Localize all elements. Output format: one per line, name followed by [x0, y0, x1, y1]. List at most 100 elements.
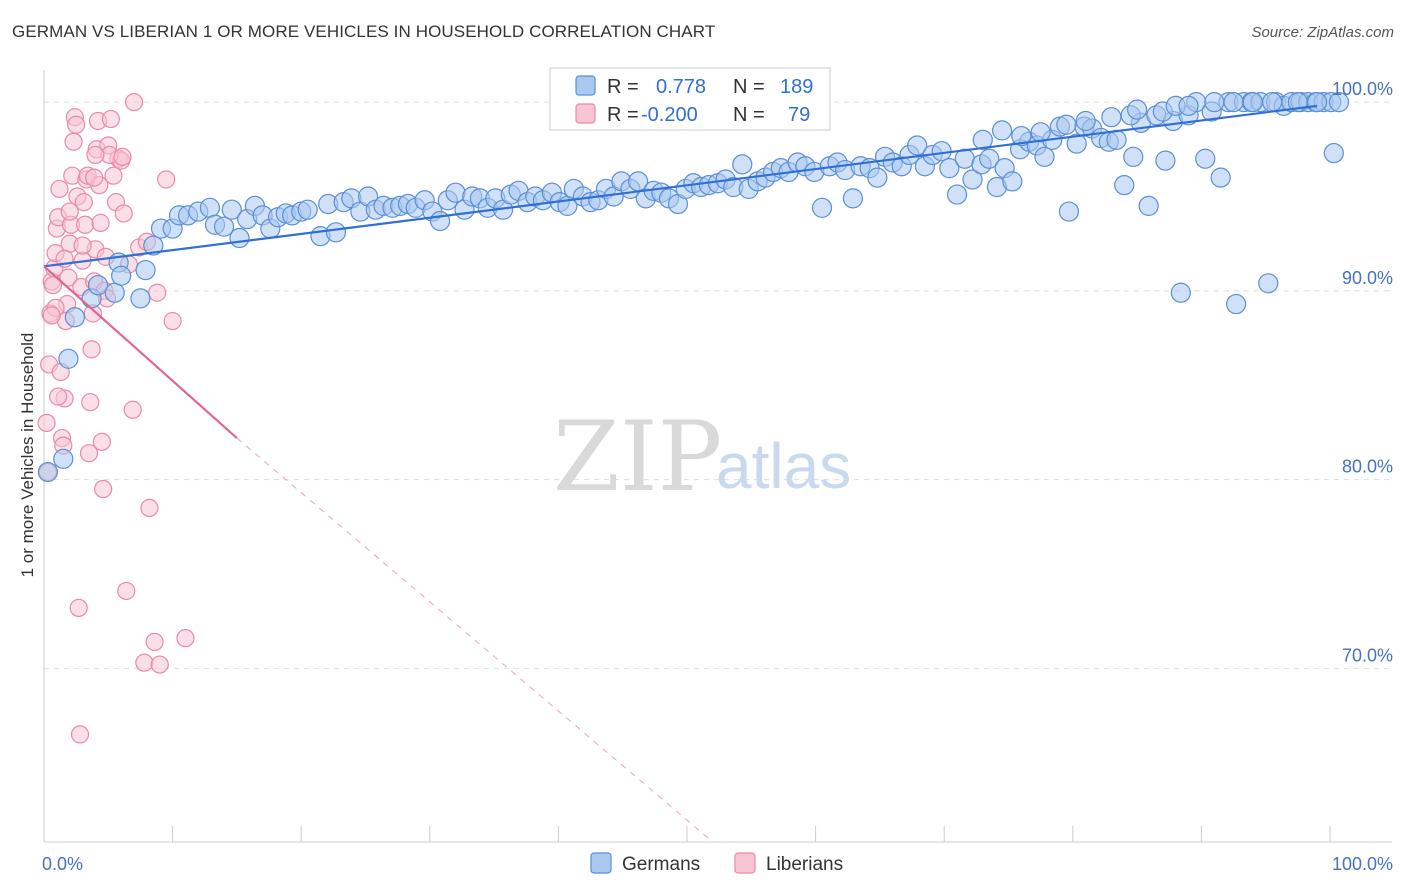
data-point [104, 282, 125, 303]
data-point [1056, 114, 1077, 135]
series-label-liberian: Liberians [766, 854, 843, 875]
data-point [1328, 91, 1350, 113]
data-point [1114, 175, 1135, 196]
data-point [69, 598, 88, 618]
data-point [297, 199, 318, 220]
data-point [429, 210, 451, 232]
data-point [842, 188, 863, 209]
data-point [114, 204, 133, 223]
data-point [81, 393, 100, 412]
data-point [962, 169, 983, 190]
data-point [163, 311, 182, 331]
x-tick-label: 100.0% [1332, 854, 1393, 874]
data-point [1258, 273, 1279, 294]
data-point [135, 653, 154, 672]
legend-r-label-german: R = [607, 76, 639, 98]
data-point [939, 158, 960, 179]
legend-r-value-liberian: -0.200 [641, 104, 698, 126]
legend-swatch-liberian [575, 103, 596, 124]
data-point [130, 288, 151, 309]
data-point [104, 166, 123, 185]
legend-swatch-german [575, 75, 596, 96]
y-axis-label: 1 or more Vehicles in Household [18, 333, 37, 578]
chart-title: GERMAN VS LIBERIAN 1 OR MORE VEHICLES IN… [12, 22, 716, 41]
data-point [1170, 282, 1191, 303]
data-point [79, 444, 99, 463]
data-point [49, 387, 68, 406]
liberian-trend-extension [236, 437, 714, 843]
data-point [1058, 201, 1080, 222]
data-point [1066, 133, 1087, 154]
trend-layer [43, 104, 1318, 843]
data-point [117, 581, 136, 601]
data-point [143, 235, 164, 256]
data-point [229, 227, 250, 249]
data-point [1210, 167, 1231, 188]
data-point [150, 655, 169, 674]
y-tick-labels: 70.0% 80.0% 90.0% 100.0% [1332, 79, 1393, 665]
data-point [124, 92, 144, 112]
data-point [1178, 95, 1199, 116]
data-point [1155, 150, 1176, 171]
data-point [37, 461, 58, 483]
data-point [991, 120, 1013, 141]
data-point [1242, 91, 1263, 113]
data-point [1323, 142, 1344, 164]
data-point [907, 135, 928, 156]
data-point [42, 306, 61, 325]
correlation-legend: R = 0.778 N = 189 R = -0.200 N = 79 [549, 67, 831, 131]
data-point [325, 222, 347, 243]
data-point [86, 145, 105, 165]
data-point [76, 215, 95, 234]
axis-layer [43, 70, 1392, 843]
data-point [1075, 110, 1096, 132]
data-point [111, 265, 132, 286]
source-label: Source: ZipAtlas.com [1251, 24, 1394, 41]
german-trend-line [43, 104, 1318, 268]
data-point [50, 179, 69, 199]
data-point [931, 141, 952, 162]
data-point [70, 725, 90, 744]
data-point [811, 197, 833, 218]
data-point [445, 182, 466, 203]
data-point [67, 115, 86, 134]
data-point [37, 413, 56, 433]
data-point [946, 184, 968, 205]
data-point [73, 236, 92, 255]
data-point [113, 147, 132, 166]
data-point [1011, 125, 1032, 147]
data-point [1123, 146, 1144, 167]
data-point [74, 193, 93, 212]
legend-n-value-german: 189 [780, 76, 813, 98]
data-point [1262, 91, 1283, 113]
y-tick-label: 80.0% [1342, 457, 1393, 477]
data-point [101, 109, 120, 129]
data-point [1307, 91, 1328, 113]
watermark-atlas: atlas [716, 430, 851, 502]
data-point [1226, 293, 1247, 315]
data-point [140, 498, 159, 518]
data-point [85, 168, 104, 187]
data-point [82, 340, 101, 359]
y-tick-label: 70.0% [1342, 645, 1393, 665]
x-tick-labels: 0.0% 100.0% [42, 854, 1393, 874]
data-point [157, 170, 176, 189]
data-point [92, 432, 111, 451]
data-point [1034, 146, 1055, 167]
series-legend: Germans Liberians [590, 852, 843, 875]
data-point [1126, 99, 1148, 120]
watermark-zip: ZIP [553, 401, 722, 513]
data-point [1138, 195, 1159, 217]
y-tick-label: 100.0% [1332, 79, 1393, 99]
data-point [1106, 129, 1127, 150]
data-point [972, 129, 993, 150]
liberian-trend-line [43, 265, 238, 439]
data-point [1204, 91, 1225, 113]
data-point [91, 213, 110, 232]
data-point [1002, 171, 1023, 192]
y-tick-label: 90.0% [1342, 268, 1393, 288]
x-tick-label: 0.0% [42, 854, 83, 874]
grid-layer [44, 101, 1392, 669]
data-point [979, 148, 1000, 169]
